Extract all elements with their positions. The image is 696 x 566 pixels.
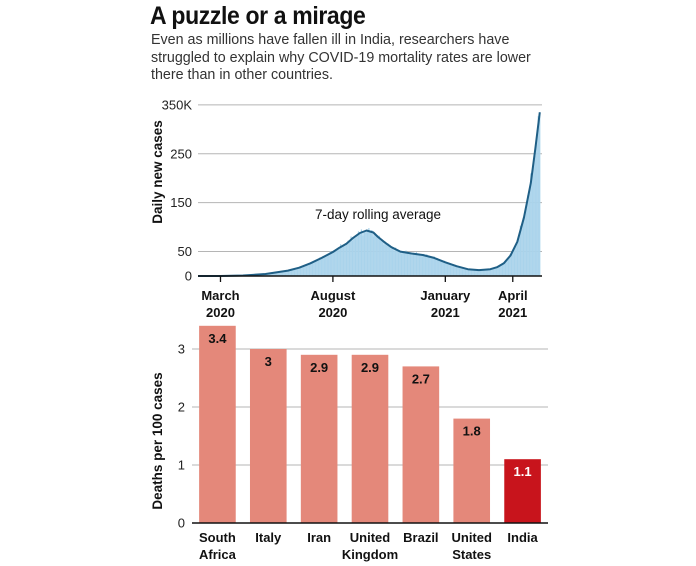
daily-cases-x-ticks: March 2020 August 2020 January 2021 April 2021 xyxy=(201,276,528,320)
deaths-bar-value-label: 2.9 xyxy=(310,360,328,375)
deaths-bar-value-label: 3.4 xyxy=(208,331,227,346)
deaths-bar xyxy=(402,366,440,523)
daily-cases-x-tick-label: 2020 xyxy=(206,305,235,320)
daily-cases-y-tick: 0 xyxy=(185,269,192,284)
daily-cases-x-tick-label: 2020 xyxy=(318,305,347,320)
daily-cases-y-tick: 350K xyxy=(162,97,193,112)
deaths-category-label: Brazil xyxy=(403,530,438,545)
chart-subtitle: Even as millions have fallen ill in Indi… xyxy=(151,32,531,83)
daily-cases-chart: 350K 250 150 50 0 March 2020 August 2020 January… xyxy=(150,97,542,320)
rolling-average-annotation: 7-day rolling average xyxy=(315,207,441,222)
deaths-y-tick: 3 xyxy=(178,342,185,357)
daily-cases-y-ticks: 350K 250 150 50 0 xyxy=(162,97,193,283)
deaths-bar xyxy=(453,418,491,523)
daily-cases-x-tick-label: March xyxy=(201,288,239,303)
deaths-y-tick: 1 xyxy=(178,458,185,473)
deaths-x-ticks: South Africa Italy Iran United Kingdom Brazil U… xyxy=(199,530,539,562)
deaths-per-100-chart: 3.4 3 2.9 2.9 2.7 1.8 1.1 3 2 1 0 South Africa Ital… xyxy=(150,325,548,562)
daily-cases-x-tick-label: August xyxy=(311,288,356,303)
deaths-bar-value-label: 1.1 xyxy=(514,464,532,479)
deaths-y-ticks: 3 2 1 0 xyxy=(178,342,185,531)
deaths-category-label: Africa xyxy=(199,547,237,562)
daily-cases-y-tick: 150 xyxy=(170,195,192,210)
deaths-bar xyxy=(300,354,338,523)
deaths-category-label: India xyxy=(507,530,538,545)
deaths-bar xyxy=(199,325,236,523)
deaths-bar xyxy=(351,354,389,523)
daily-cases-x-tick-label: April xyxy=(498,288,528,303)
deaths-y-axis-label: Deaths per 100 cases xyxy=(150,372,165,509)
deaths-y-tick: 2 xyxy=(178,400,185,415)
deaths-category-label: Kingdom xyxy=(342,547,398,562)
deaths-bar-value-label: 1.8 xyxy=(463,424,481,439)
deaths-category-label: States xyxy=(452,547,491,562)
deaths-bar-value-label: 3 xyxy=(265,354,272,369)
deaths-bars: 3.4 3 2.9 2.9 2.7 1.8 1.1 xyxy=(199,325,541,523)
deaths-bar-value-label: 2.7 xyxy=(412,371,430,386)
deaths-category-label: Iran xyxy=(307,530,331,545)
daily-cases-y-tick: 250 xyxy=(170,146,192,161)
chart-title: A puzzle or a mirage xyxy=(150,2,366,30)
rolling-average-line xyxy=(198,112,541,277)
daily-cases-gridlines xyxy=(198,104,542,253)
daily-cases-x-tick-label: 2021 xyxy=(498,305,527,320)
daily-cases-x-tick-label: 2021 xyxy=(431,305,460,320)
deaths-category-label: Italy xyxy=(255,530,282,545)
daily-cases-area xyxy=(198,112,540,276)
deaths-bar-value-label: 2.9 xyxy=(361,360,379,375)
deaths-category-label: United xyxy=(350,530,391,545)
daily-cases-y-axis-label: Daily new cases xyxy=(150,120,165,224)
deaths-category-label: South xyxy=(199,530,236,545)
daily-cases-y-tick: 50 xyxy=(178,244,192,259)
deaths-bar xyxy=(504,459,541,523)
deaths-bar xyxy=(249,349,287,523)
daily-cases-x-tick-label: January xyxy=(420,288,471,303)
deaths-category-label: United xyxy=(451,530,492,545)
deaths-y-tick: 0 xyxy=(178,516,185,531)
